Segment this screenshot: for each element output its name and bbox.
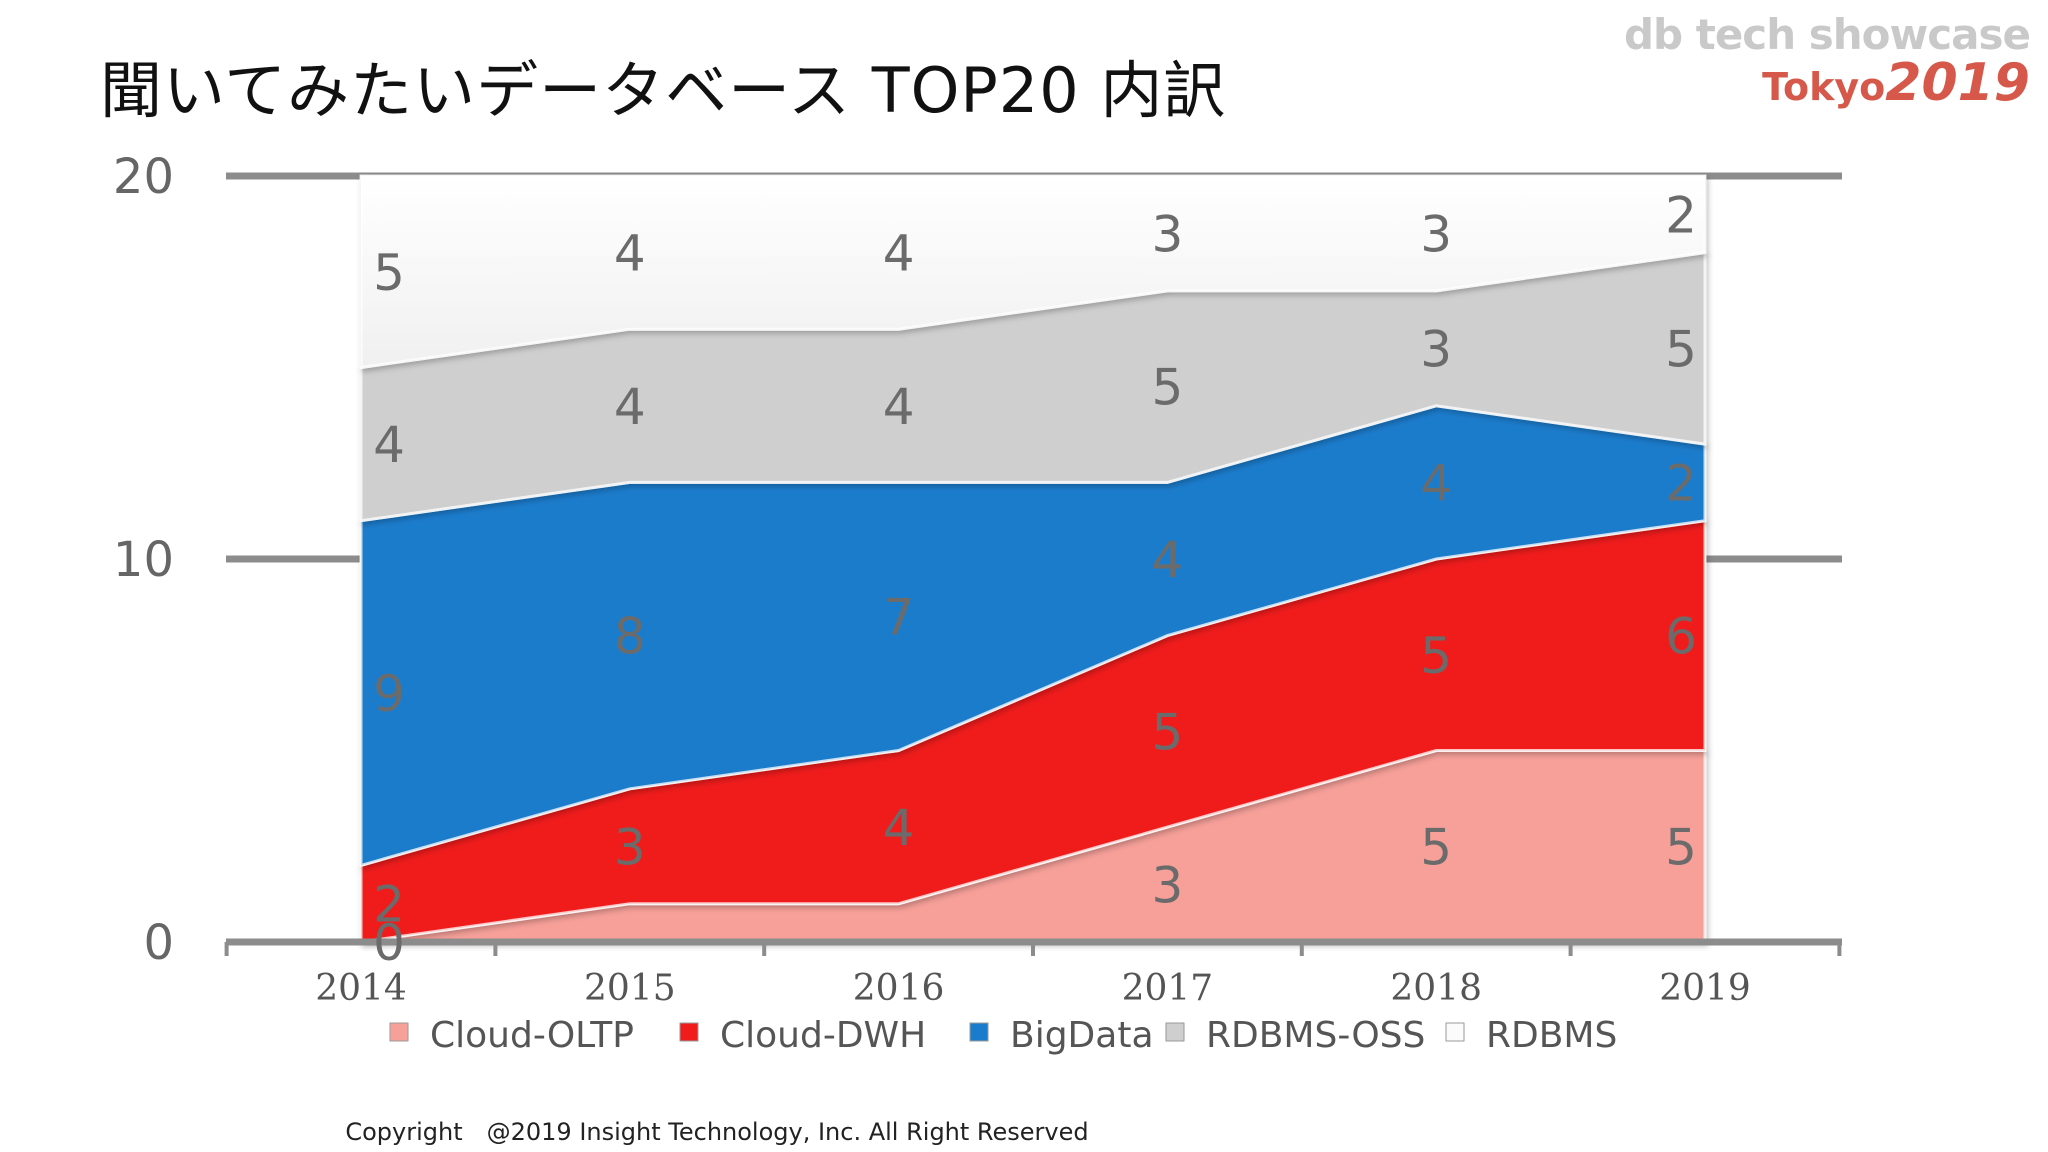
legend-swatch [389, 1022, 409, 1042]
data-label-rdbms: 2 [1665, 186, 1697, 244]
legend-item-bigdata: BigData [969, 1015, 1154, 1056]
x-axis [224, 938, 1842, 956]
legend-label: BigData [1010, 1015, 1154, 1056]
x-tick-label: 2014 [315, 968, 407, 1009]
data-label-rdbms-oss: 4 [614, 378, 646, 436]
logo-subtitle: Tokyo2019 [1624, 53, 2030, 113]
y-tick-label: 10 [113, 532, 174, 588]
data-label-cloud-dwh: 5 [1420, 627, 1452, 685]
legend-swatch [1445, 1022, 1465, 1042]
data-label-cloud-oltp: 3 [1151, 857, 1183, 915]
legend-item-rdbms-oss: RDBMS-OSS [1165, 1015, 1425, 1056]
data-label-rdbms: 4 [614, 225, 646, 283]
x-axis-labels: 2014 2015 2016 2017 2018 2019 [315, 968, 1751, 1009]
logo-city: Tokyo [1762, 65, 1886, 109]
legend: Cloud-OLTP Cloud-DWH BigData RDBMS-OSS RDBMS [389, 1015, 1617, 1056]
data-label-cloud-dwh: 2 [373, 876, 405, 934]
legend-item-cloud-dwh: Cloud-DWH [679, 1015, 926, 1056]
data-label-cloud-dwh: 5 [1151, 703, 1183, 761]
data-label-rdbms: 4 [883, 225, 915, 283]
data-label-cloud-oltp: 5 [1420, 818, 1452, 876]
legend-label: Cloud-OLTP [430, 1015, 634, 1056]
data-label-cloud-dwh: 6 [1665, 608, 1697, 666]
data-label-bigdata: 9 [373, 665, 405, 723]
x-tick-label: 2017 [1122, 968, 1214, 1009]
legend-label: RDBMS-OSS [1206, 1015, 1425, 1056]
legend-swatch [1165, 1022, 1185, 1042]
data-label-bigdata: 2 [1665, 454, 1697, 512]
data-label-rdbms: 3 [1151, 205, 1183, 263]
data-label-rdbms-oss: 4 [883, 378, 915, 436]
y-tick-label: 0 [143, 915, 174, 971]
data-label-cloud-dwh: 3 [614, 818, 646, 876]
series-areas [359, 174, 1707, 944]
data-label-bigdata: 4 [1420, 454, 1452, 512]
x-tick-label: 2016 [853, 968, 945, 1009]
data-label-bigdata: 8 [614, 608, 646, 666]
data-label-cloud-oltp: 5 [1665, 818, 1697, 876]
data-label-rdbms-oss: 5 [1665, 320, 1697, 378]
legend-label: RDBMS [1486, 1015, 1617, 1056]
x-tick-label: 2015 [584, 968, 676, 1009]
area-rdbms [359, 174, 1707, 370]
legend-item-cloud-oltp: Cloud-OLTP [389, 1015, 634, 1056]
legend-item-rdbms: RDBMS [1445, 1015, 1617, 1056]
x-tick-label: 2019 [1659, 968, 1751, 1009]
y-axis-labels: 0 10 20 [113, 149, 174, 971]
x-tick-label: 2018 [1390, 968, 1482, 1009]
data-label-bigdata: 4 [1151, 531, 1183, 589]
data-labels: 0 3 5 5 2 3 4 5 5 6 9 8 7 4 4 2 4 4 4 5 3 5 5 4 4 3 3 2 [373, 186, 1697, 972]
data-label-cloud-oltp: 0 [373, 914, 405, 972]
legend-label: Cloud-DWH [720, 1015, 926, 1056]
data-label-bigdata: 7 [883, 588, 915, 646]
logo-name: db tech showcase [1623, 10, 2031, 59]
data-label-rdbms-oss: 4 [373, 416, 405, 474]
logo-year: 2019 [1885, 53, 2030, 113]
page-title: 聞いてみたいデータベース TOP20 内訳 [100, 54, 1227, 127]
y-tick-label: 20 [113, 149, 174, 205]
legend-swatch [679, 1022, 699, 1042]
data-label-cloud-dwh: 4 [883, 799, 915, 857]
copyright-footer: Copyright @2019 Insight Technology, Inc.… [345, 1118, 1089, 1146]
data-label-rdbms: 3 [1420, 205, 1452, 263]
event-logo: db tech showcase Tokyo2019 [1623, 10, 2031, 113]
data-label-rdbms: 5 [373, 244, 405, 302]
data-label-rdbms-oss: 3 [1420, 320, 1452, 378]
legend-swatch [969, 1022, 989, 1042]
data-label-rdbms-oss: 5 [1151, 359, 1183, 417]
